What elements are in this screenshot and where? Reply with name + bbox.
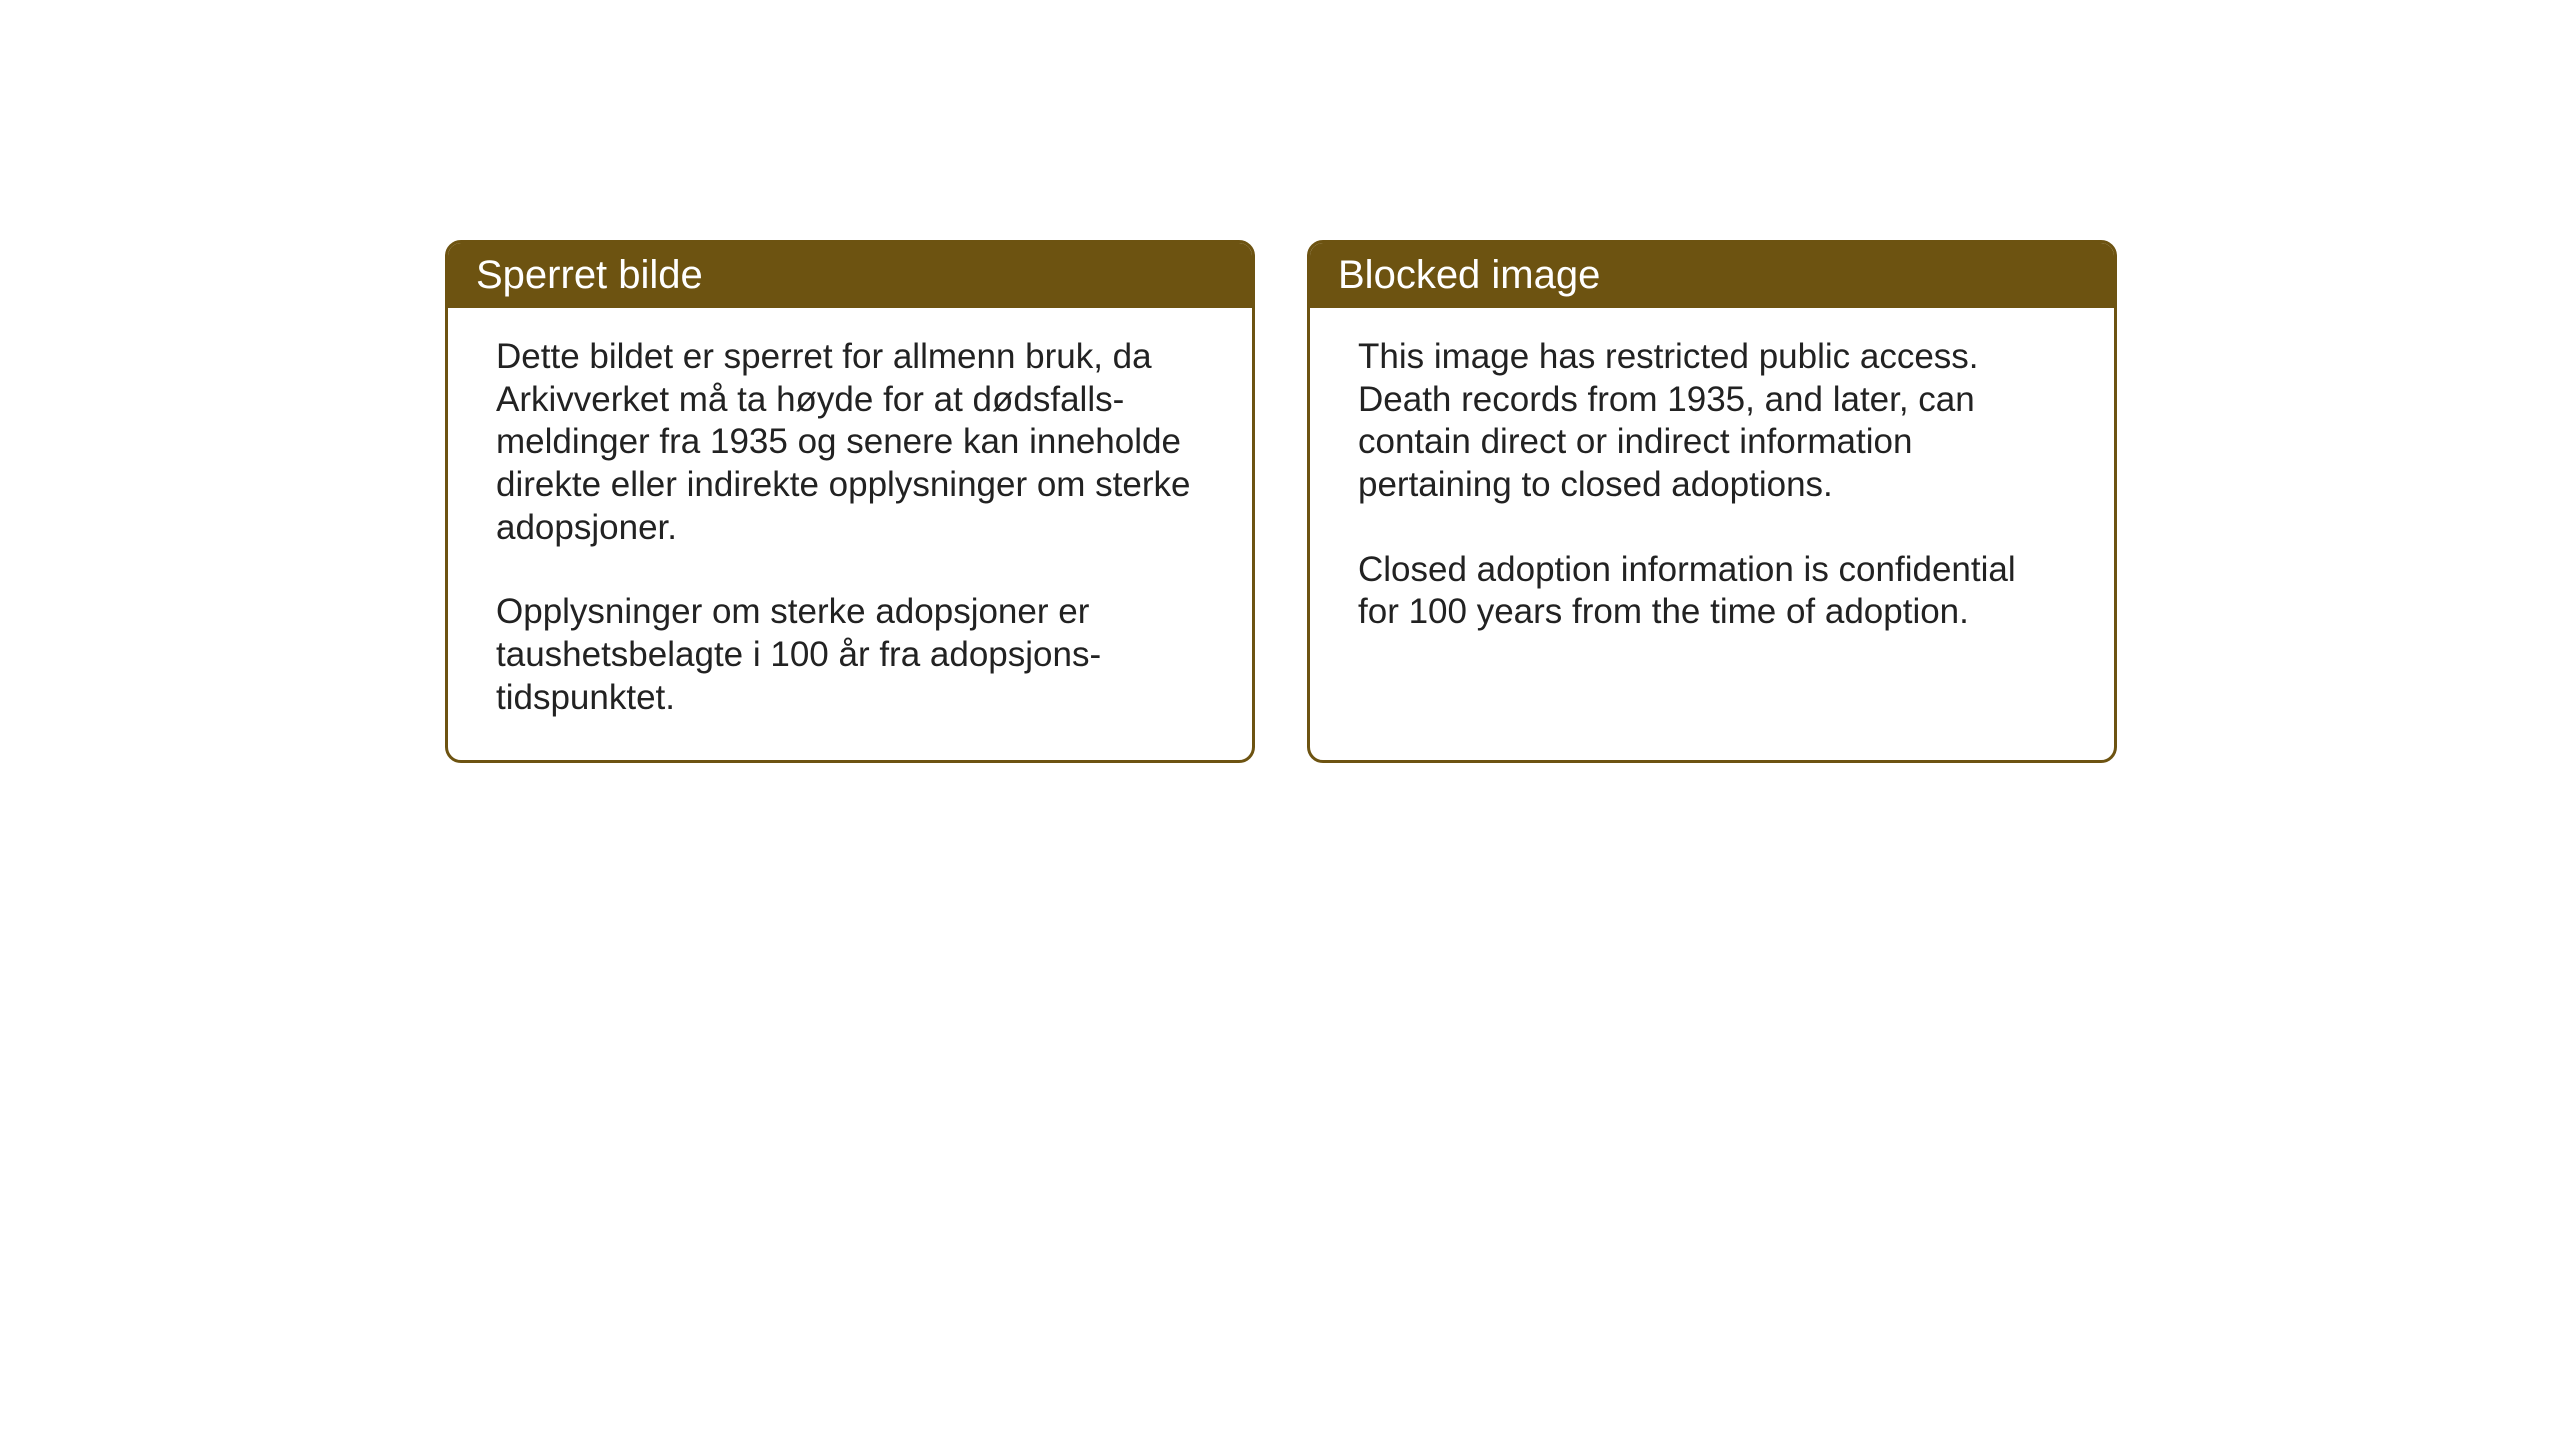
notice-container: Sperret bilde Dette bildet er sperret fo…	[445, 240, 2117, 763]
notice-text-norwegian-p2: Opplysninger om sterke adopsjoner er tau…	[496, 591, 1204, 719]
card-body-english: This image has restricted public access.…	[1310, 308, 2114, 728]
notice-card-english: Blocked image This image has restricted …	[1307, 240, 2117, 763]
notice-text-english-p1: This image has restricted public access.…	[1358, 336, 2066, 507]
notice-card-norwegian: Sperret bilde Dette bildet er sperret fo…	[445, 240, 1255, 763]
notice-text-english-p2: Closed adoption information is confident…	[1358, 549, 2066, 634]
card-header-english: Blocked image	[1310, 243, 2114, 308]
notice-text-norwegian-p1: Dette bildet er sperret for allmenn bruk…	[496, 336, 1204, 549]
card-body-norwegian: Dette bildet er sperret for allmenn bruk…	[448, 308, 1252, 760]
card-header-norwegian: Sperret bilde	[448, 243, 1252, 308]
